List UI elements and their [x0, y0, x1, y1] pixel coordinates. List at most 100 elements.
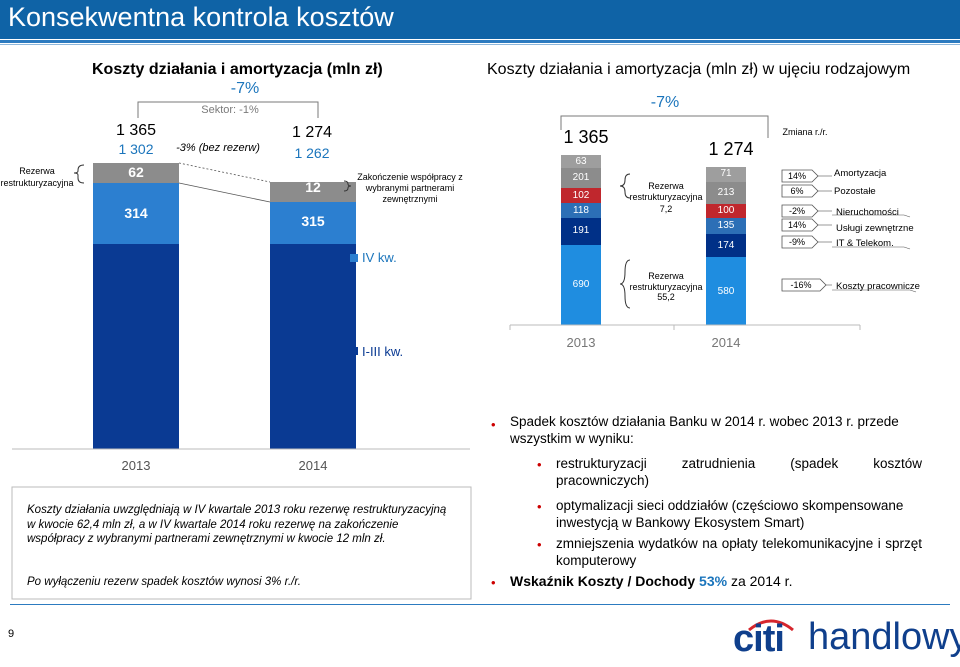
sector-label: Sektor: -1% [201, 104, 259, 116]
seg-2014-pozostale: 213 [717, 187, 735, 198]
legend-q4-label: IV kw. [362, 250, 397, 265]
stack-2013-uslugi [561, 203, 601, 218]
bullet-item-3: zmniejszenia wydatków na opłaty telekomu… [556, 536, 922, 568]
page-title: Konsekwentna kontrola kosztów [8, 2, 394, 32]
right-year-2014: 2014 [711, 335, 741, 350]
reserve2-brace [619, 259, 631, 309]
seg-2013-nieruchomosci: 102 [572, 190, 590, 201]
stack-2013-pozostale [561, 168, 601, 188]
note-text: Koszty działania uwzględniają w IV kwart… [27, 504, 447, 545]
change-pozostale: 6% [790, 186, 804, 196]
reserve2-label: Rezerwa restrukturyzacyjna [629, 271, 703, 292]
stack-2014-amortyzacja [706, 167, 746, 182]
connector-q4 [178, 182, 271, 203]
reserve1-brace [619, 173, 631, 199]
right-year-2013: 2013 [566, 335, 596, 350]
ratio-suffix: za 2014 r. [730, 573, 793, 589]
seg-2013-pozostale: 201 [572, 172, 590, 183]
bar-2013-total: 1 365 [115, 122, 157, 139]
coop-label: Zakończenie współpracy z wybranymi partn… [357, 172, 463, 204]
bar-2013-q13 [93, 244, 179, 449]
legend-pozostale: Pozostałe [834, 186, 876, 197]
right-change: -7% [650, 94, 680, 111]
reserve1-value: 7,2 [659, 204, 673, 214]
right-total-2014: 1 274 [708, 139, 754, 159]
change-markers [781, 169, 827, 292]
change-header: Zmiana r./r. [782, 127, 828, 137]
note-box [11, 486, 472, 600]
reserve2-value: 55,2 [657, 292, 675, 302]
page-number: 9 [8, 628, 15, 640]
reserve1-label: Rezerwa restrukturyzacyjna [629, 181, 703, 202]
left-chart-title: Koszty działania i amortyzacja (mln zł) [92, 61, 383, 78]
left-cost-chart [11, 101, 472, 600]
legend-amortyzacja: Amortyzacja [834, 168, 887, 179]
logo-citi-text: citi [733, 618, 785, 660]
seg-2014-nieruchomosci: 100 [717, 205, 735, 216]
change-nieruchomosci: -2% [788, 206, 805, 216]
bullet-item-2: optymalizacji sieci oddziałów (częściowo… [556, 498, 904, 530]
note-text-2: Po wyłączeniu rezerw spadek kosztów wyno… [27, 576, 301, 588]
bar-2014-q4 [270, 202, 356, 244]
legend-nieruchomosci: Nieruchomości [836, 207, 899, 218]
stack-2013-pracownicze [561, 245, 601, 325]
bullet-dot-3: • [537, 537, 542, 552]
legend-q13-swatch [350, 347, 358, 355]
bar-2013-total-ex: 1 302 [118, 141, 154, 157]
seg-2013-uslugi: 118 [573, 205, 589, 216]
bar-2014-total: 1 274 [291, 124, 333, 141]
seg-2014-it: 174 [717, 240, 735, 251]
stack-2014-uslugi [706, 218, 746, 234]
seg-2014-amortyzacja: 71 [720, 168, 732, 179]
bar-2014-reserve [270, 182, 356, 202]
stack-2013-amortyzacja [561, 155, 601, 168]
change-pracownicze: -16% [790, 280, 812, 290]
stack-2014-pozostale [706, 182, 746, 204]
bar-2014-reserve-label: 12 [305, 179, 321, 195]
change-bracket-line [137, 101, 319, 118]
bullet-dot-2: • [537, 499, 542, 514]
ratio-prefix: Wskaźnik Koszty / Dochody [510, 573, 696, 589]
right-total-2013: 1 365 [563, 127, 609, 147]
legend-leaders [818, 175, 917, 293]
bar-2013-reserve-label: 62 [128, 164, 144, 180]
seg-2014-pracownicze: 580 [717, 286, 735, 297]
bullets-main-text: Spadek kosztów działania Banku w 2014 r.… [510, 414, 899, 446]
bullet-item-1: restrukturyzacji zatrudnienia (spadek ko… [556, 456, 922, 488]
legend-pracownicze: Koszty pracownicze [836, 281, 920, 292]
stack-2014-pracownicze [706, 257, 746, 325]
header-rule-thin [0, 44, 960, 45]
bullet-dot-ratio: • [491, 575, 496, 590]
right-cost-chart [509, 115, 917, 330]
header-bar [0, 0, 960, 39]
bar-2013-q4-label: 314 [124, 205, 148, 221]
connector-total [178, 162, 271, 183]
right-change-bracket [560, 115, 769, 138]
stack-2013-it [561, 218, 601, 245]
legend-q4-swatch [350, 254, 358, 262]
legend-uslugi: Usługi zewnętrzne [836, 223, 914, 234]
citi-arc-icon [748, 619, 794, 632]
citi-handlowy-logo: citi handlowy [733, 610, 960, 662]
footer-rule [10, 604, 950, 605]
change-uslugi: 14% [787, 220, 806, 230]
bar-2013-q4 [93, 183, 179, 244]
seg-2014-uslugi: 135 [717, 220, 735, 231]
ratio-value: 53% [699, 573, 728, 589]
seg-2013-amortyzacja: 63 [575, 156, 587, 167]
bar-2014-total-ex: 1 262 [294, 145, 330, 161]
ex-reserve-label: -3% (bez rezerw) [176, 142, 260, 154]
stack-2013-nieruchomosci [561, 188, 601, 203]
change-amortyzacja: 14% [787, 171, 806, 181]
seg-2013-it: 191 [572, 225, 590, 236]
left-change: -7% [230, 80, 260, 97]
stack-2014-nieruchomosci [706, 204, 746, 218]
seg-2013-pracownicze: 690 [572, 279, 590, 290]
ratio-line: Wskaźnik Koszty / Dochody 53% za 2014 r. [510, 573, 792, 589]
left-year-2014: 2014 [298, 458, 328, 473]
logo-handlowy-text: handlowy [808, 616, 960, 658]
bullet-dot-1: • [537, 457, 542, 472]
header-rule [0, 40, 960, 43]
reserve-brace [73, 164, 85, 184]
legend-it: IT & Telekom. [836, 238, 894, 249]
